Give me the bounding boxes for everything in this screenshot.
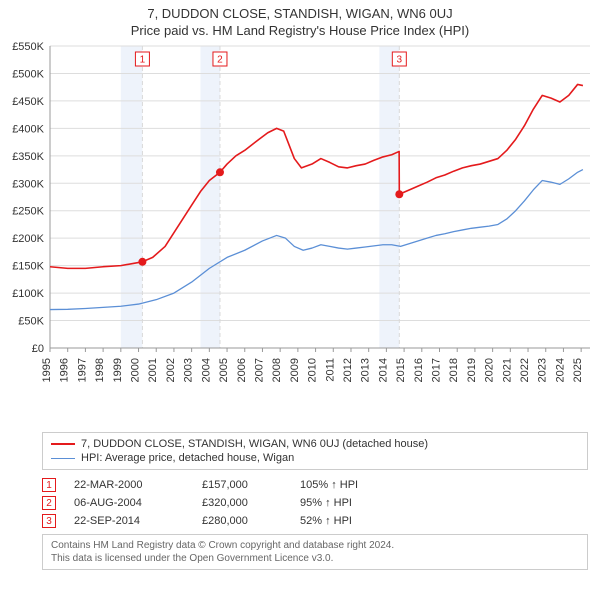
transaction-price: £280,000 (202, 515, 282, 527)
svg-text:£0: £0 (32, 343, 44, 355)
svg-text:1996: 1996 (59, 358, 71, 382)
svg-text:2013: 2013 (360, 358, 372, 382)
transaction-marker: 3 (42, 514, 56, 528)
svg-text:2002: 2002 (165, 358, 177, 382)
svg-text:1997: 1997 (76, 358, 88, 382)
svg-text:2011: 2011 (324, 358, 336, 382)
svg-text:£150K: £150K (12, 261, 44, 273)
svg-text:£300K: £300K (12, 178, 44, 190)
transaction-date: 22-SEP-2014 (74, 515, 184, 527)
transaction-pct: 105% ↑ HPI (300, 479, 410, 491)
svg-text:2001: 2001 (147, 358, 159, 382)
svg-text:£550K: £550K (12, 41, 44, 53)
svg-text:2010: 2010 (307, 358, 319, 382)
transaction-row: 1 22-MAR-2000 £157,000 105% ↑ HPI (42, 476, 588, 494)
legend-label: 7, DUDDON CLOSE, STANDISH, WIGAN, WN6 0U… (81, 438, 428, 450)
line-chart-svg: £0 £50K £100K £150K £200K £250K £300K £350K £400… (0, 38, 600, 428)
svg-text:2016: 2016 (413, 358, 425, 382)
svg-text:£250K: £250K (12, 206, 44, 218)
svg-text:3: 3 (397, 55, 403, 66)
svg-text:2017: 2017 (431, 358, 443, 382)
svg-text:2006: 2006 (236, 358, 248, 382)
transaction-row: 2 06-AUG-2004 £320,000 95% ↑ HPI (42, 494, 588, 512)
transaction-pct: 95% ↑ HPI (300, 497, 410, 509)
transaction-date: 22-MAR-2000 (74, 479, 184, 491)
svg-text:1995: 1995 (41, 358, 53, 382)
svg-text:2000: 2000 (130, 358, 142, 382)
svg-text:£350K: £350K (12, 151, 44, 163)
svg-text:2021: 2021 (501, 358, 513, 382)
chart-title: 7, DUDDON CLOSE, STANDISH, WIGAN, WN6 0U… (0, 0, 600, 21)
legend-item: HPI: Average price, detached house, Wiga… (51, 451, 579, 465)
transaction-marker: 2 (42, 496, 56, 510)
svg-text:2024: 2024 (554, 358, 566, 382)
legend-label: HPI: Average price, detached house, Wiga… (81, 452, 294, 464)
svg-text:2008: 2008 (271, 358, 283, 382)
legend-box: 7, DUDDON CLOSE, STANDISH, WIGAN, WN6 0U… (42, 432, 588, 470)
transaction-date: 06-AUG-2004 (74, 497, 184, 509)
svg-text:2022: 2022 (519, 358, 531, 382)
transaction-pct: 52% ↑ HPI (300, 515, 410, 527)
footer-line-1: Contains HM Land Registry data © Crown c… (51, 539, 579, 552)
transaction-row: 3 22-SEP-2014 £280,000 52% ↑ HPI (42, 512, 588, 530)
svg-text:£400K: £400K (12, 123, 44, 135)
svg-text:1: 1 (140, 55, 146, 66)
svg-text:2007: 2007 (253, 358, 265, 382)
svg-text:1998: 1998 (94, 358, 106, 382)
svg-text:2019: 2019 (466, 358, 478, 382)
legend-item: 7, DUDDON CLOSE, STANDISH, WIGAN, WN6 0U… (51, 437, 579, 451)
svg-text:2014: 2014 (377, 358, 389, 382)
transaction-marker: 1 (42, 478, 56, 492)
legend-swatch (51, 458, 75, 459)
transactions-table: 1 22-MAR-2000 £157,000 105% ↑ HPI 2 06-AUG-20… (42, 476, 588, 530)
svg-text:2023: 2023 (537, 358, 549, 382)
svg-text:£200K: £200K (12, 233, 44, 245)
chart-subtitle: Price paid vs. HM Land Registry's House … (0, 21, 600, 38)
chart-area: £0 £50K £100K £150K £200K £250K £300K £350K £400… (0, 38, 600, 428)
footer-attribution: Contains HM Land Registry data © Crown c… (42, 534, 588, 570)
svg-text:2020: 2020 (484, 358, 496, 382)
svg-text:2025: 2025 (572, 358, 584, 382)
svg-text:2005: 2005 (218, 358, 230, 382)
svg-text:2: 2 (217, 55, 223, 66)
svg-text:2015: 2015 (395, 358, 407, 382)
svg-text:£50K: £50K (18, 316, 44, 328)
svg-text:£450K: £450K (12, 96, 44, 108)
svg-text:£500K: £500K (12, 68, 44, 80)
svg-text:2003: 2003 (183, 358, 195, 382)
svg-text:2012: 2012 (342, 358, 354, 382)
svg-text:2018: 2018 (448, 358, 460, 382)
svg-text:2004: 2004 (200, 358, 212, 382)
svg-text:2009: 2009 (289, 358, 301, 382)
transaction-price: £320,000 (202, 497, 282, 509)
footer-line-2: This data is licensed under the Open Gov… (51, 552, 579, 565)
transaction-price: £157,000 (202, 479, 282, 491)
legend-swatch (51, 443, 75, 445)
svg-text:1999: 1999 (112, 358, 124, 382)
svg-text:£100K: £100K (12, 288, 44, 300)
